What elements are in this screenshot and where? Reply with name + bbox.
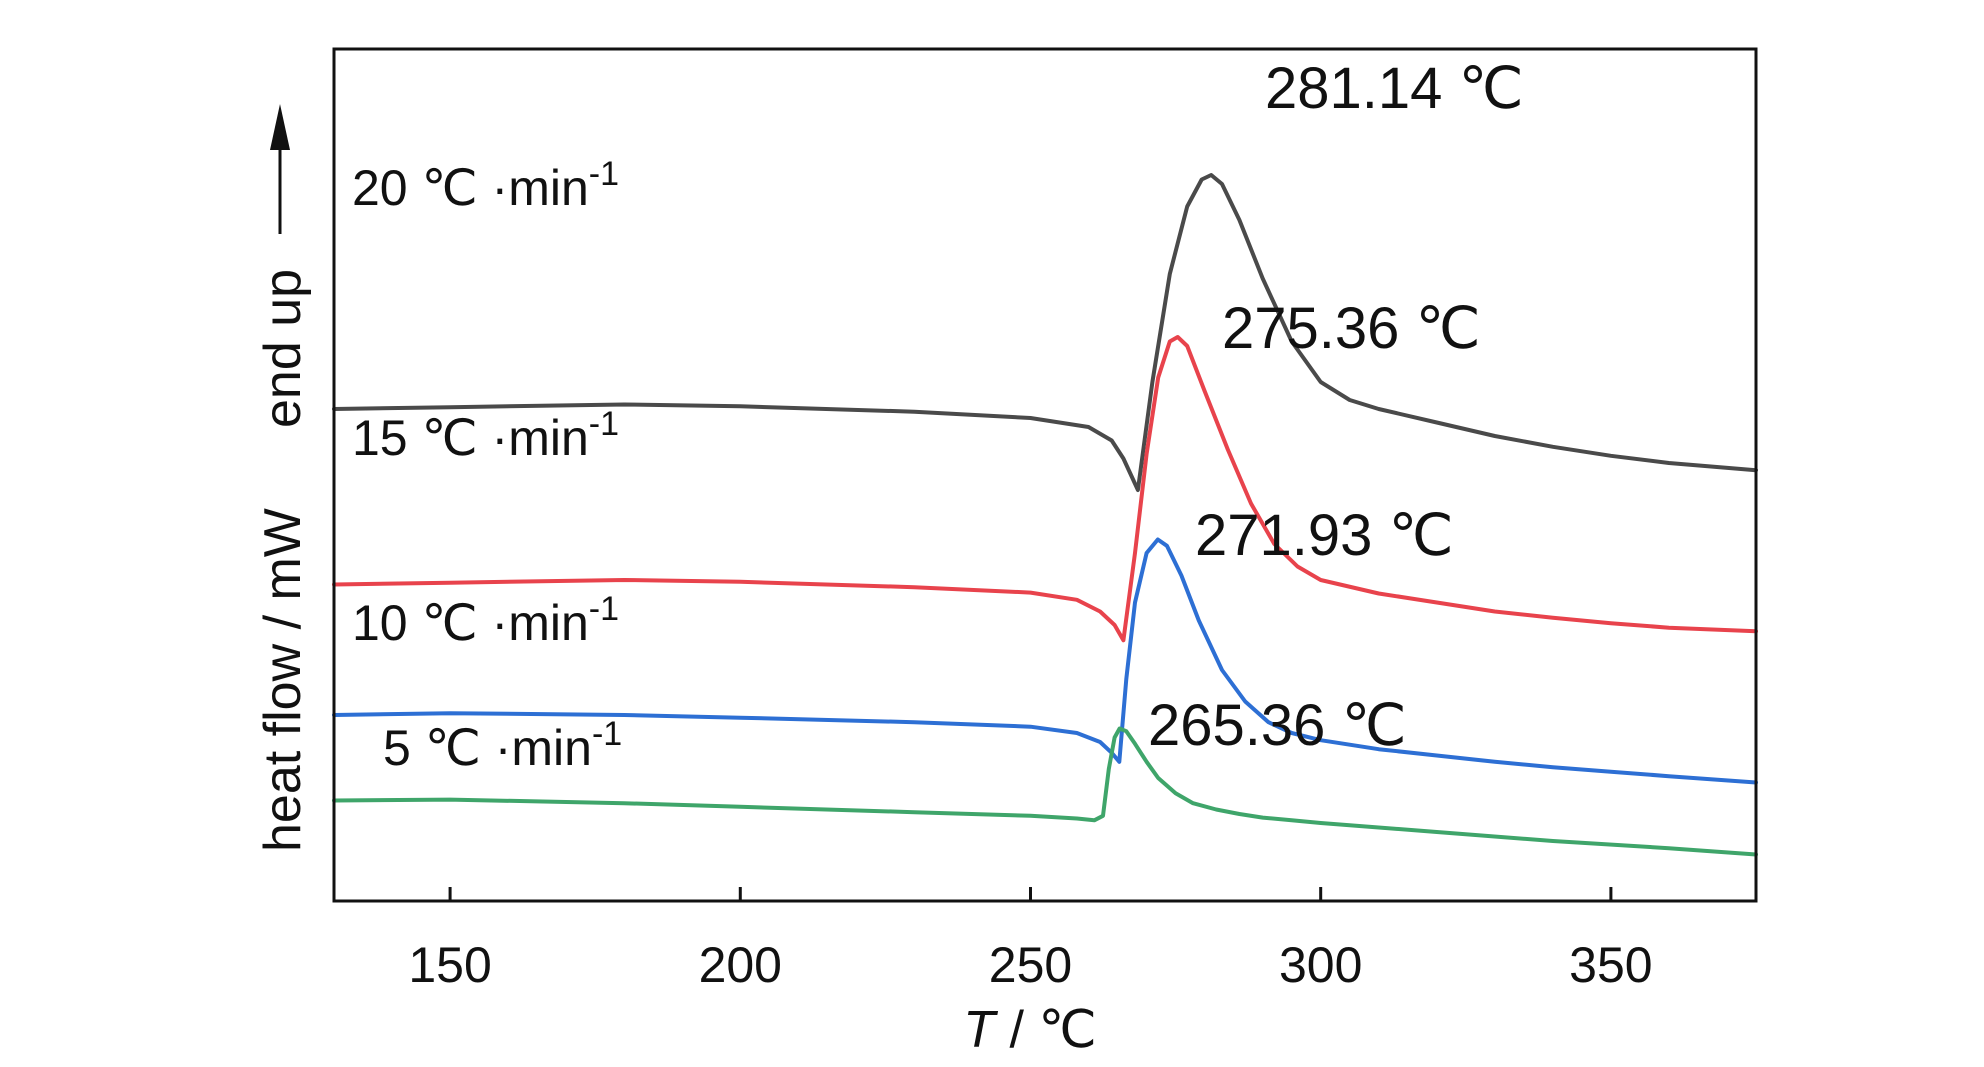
x-axis-title-symbol: T [963, 1001, 998, 1059]
x-tick-label-300: 300 [1279, 937, 1362, 993]
series-label-sup: -1 [589, 590, 619, 628]
y-axis-title: heat flow / mW [254, 508, 312, 852]
series-label-main: 10 ℃ ·min [352, 595, 589, 651]
peak-label-1: 275.36 ℃ [1222, 296, 1481, 361]
plot-frame [332, 47, 1758, 903]
series-label-3: 5 ℃ ·min-1 [383, 715, 622, 776]
peak-label-2: 271.93 ℃ [1195, 503, 1454, 568]
curves-layer [332, 173, 1758, 857]
x-axis-title: T / ℃ [963, 1001, 1097, 1059]
peak-label-3: 265.36 ℃ [1148, 693, 1407, 758]
endup-arrow-icon [270, 104, 290, 234]
x-tick-label-200: 200 [699, 937, 782, 993]
series-label-main: 15 ℃ ·min [352, 410, 589, 466]
series-label-sup: -1 [589, 405, 619, 443]
curve-3 [332, 726, 1758, 857]
series-label-1: 15 ℃ ·min-1 [352, 405, 619, 466]
curve-2 [332, 537, 1758, 785]
series-label-sup: -1 [592, 715, 622, 753]
series-label-0: 20 ℃ ·min-1 [352, 155, 619, 216]
x-axis-title-unit: / ℃ [995, 1001, 1097, 1059]
peak-label-0: 281.14 ℃ [1265, 56, 1524, 121]
x-ticks-layer: 150 200 250 300 350 [408, 887, 1653, 993]
x-tick-label-350: 350 [1569, 937, 1652, 993]
series-label-main: 20 ℃ ·min [352, 160, 589, 216]
series-label-sup: -1 [589, 155, 619, 193]
series-label-2: 10 ℃ ·min-1 [352, 590, 619, 651]
series-label-main: 5 ℃ ·min [383, 720, 592, 776]
y-axis-endup-label: end up [254, 269, 312, 428]
curve-1 [332, 335, 1758, 643]
x-tick-label-150: 150 [408, 937, 491, 993]
curve-0 [332, 173, 1758, 492]
x-tick-label-250: 250 [989, 937, 1072, 993]
